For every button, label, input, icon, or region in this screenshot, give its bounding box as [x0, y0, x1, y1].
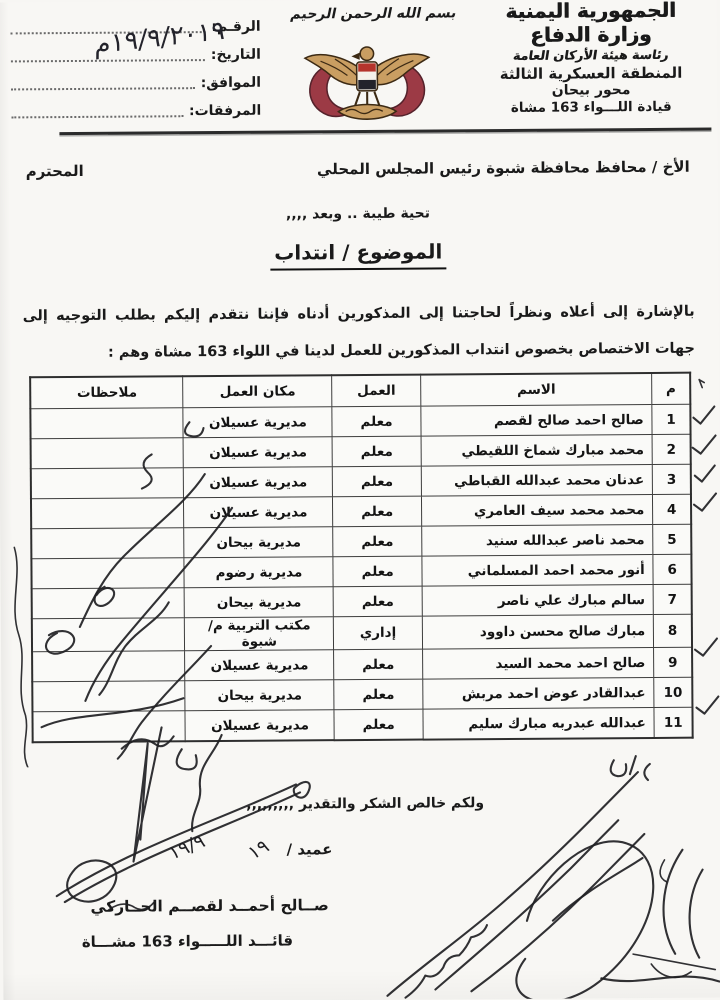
cell-no: 3 — [652, 464, 691, 495]
cell-job: معلم — [333, 649, 423, 680]
col-header-no: م — [651, 372, 691, 405]
cell-no: 1 — [652, 404, 691, 435]
bismillah-calligraphy: بسم الله الرحمن الرحيم — [289, 5, 459, 23]
subject-wrap: الموضوع / انتداب — [0, 237, 718, 272]
cell-job: معلم — [333, 526, 422, 557]
field-corresponding: الموافق: — [9, 69, 261, 93]
cell-name: عبدالله عبدربه مبارك سليم — [422, 707, 655, 740]
cell-job: معلم — [333, 586, 423, 617]
greeting-line: تحية طيبة .. وبعد ,,,, — [285, 205, 431, 223]
cell-no: 4 — [652, 494, 692, 525]
subject-line: الموضوع / انتداب — [270, 239, 447, 271]
cell-name: مبارك صالح محسن داوود — [422, 614, 654, 650]
field-date-label: التاريخ: — [210, 46, 261, 64]
col-header-job: العمل — [331, 374, 421, 407]
cell-name: سالم مبارك علي ناصر — [421, 584, 654, 617]
handwritten-notes-scrawl — [13, 421, 234, 768]
cell-job: معلم — [332, 436, 422, 467]
commander-signature — [55, 726, 311, 911]
org-line-military-region: المنطقة العسكرية الثالثة — [499, 63, 683, 84]
addressee-row: الأخ / محافظ محافظة شبوة رئيس المجلس الم… — [26, 158, 690, 181]
cell-no: 7 — [653, 584, 692, 615]
cell-name: محمد محمد سيف العامري — [421, 494, 653, 527]
org-line-ministry: وزارة الدفاع — [530, 22, 652, 48]
cell-name: محمد مبارك شماخ اللقيطي — [420, 434, 653, 467]
yemen-eagle-emblem-icon — [303, 46, 431, 120]
cell-name: صالح احمد محمد السيد — [422, 647, 655, 680]
cell-job: معلم — [332, 496, 422, 527]
cell-name: أنور محمد احمد المسلماني — [421, 554, 654, 587]
cell-job: معلم — [334, 679, 423, 710]
org-line-axis: محور بيحان — [551, 82, 631, 99]
addressee-text: الأخ / محافظ محافظة شبوة رئيس المجلس الم… — [316, 157, 690, 179]
cell-no: 6 — [653, 554, 692, 585]
cell-job: إداري — [333, 616, 423, 650]
handwritten-approval-note — [386, 755, 720, 1000]
cell-name: صالح احمد صالح لقصم — [420, 404, 653, 437]
field-attachments: المرفقات: — [9, 97, 261, 121]
org-line-republic: الجمهورية اليمنية — [505, 0, 676, 23]
cell-no: 10 — [654, 677, 693, 708]
field-attachments-label: المرفقات: — [188, 102, 262, 120]
org-header: الجمهورية اليمنية وزارة الدفاع رئاسة هيئ… — [471, 0, 712, 117]
field-corresponding-line — [11, 72, 195, 91]
corner-flourish-scrawl — [650, 848, 704, 979]
signer-title: قائـــد اللـــــواء 163 مشـــاة — [81, 931, 294, 951]
col-header-name: الاسم — [420, 372, 653, 407]
cell-no: 8 — [653, 614, 693, 648]
cell-no: 5 — [652, 524, 692, 555]
field-corresponding-label: الموافق: — [200, 74, 262, 92]
field-attachments-line — [11, 100, 183, 119]
cell-job: معلم — [334, 709, 424, 741]
cell-name: محمد ناصر عبدالله سنيد — [421, 524, 654, 557]
cell-no: 11 — [654, 707, 693, 738]
org-line-general-staff: رئاسة هيئة الأركان العامة — [512, 46, 670, 63]
cell-name: عبدالقادر عوض احمد مربش — [422, 677, 655, 710]
cell-job: معلم — [332, 466, 422, 497]
cell-job: معلم — [333, 556, 422, 587]
cell-name: عدنان محمد عبدالله القباطي — [421, 464, 653, 497]
header-divider-line — [59, 127, 712, 136]
honorific-text: المحترم — [25, 161, 84, 181]
org-line-brigade: قيادة اللـــواء 163 مشاة — [510, 99, 672, 117]
body-paragraph: بالإشارة إلى أعلاه ونظراً لحاجتنا إلى ال… — [22, 303, 696, 361]
handwritten-row-ticks — [691, 378, 720, 715]
cell-no: 9 — [653, 647, 693, 678]
cell-job: معلم — [332, 406, 421, 437]
cell-no: 2 — [652, 434, 691, 465]
